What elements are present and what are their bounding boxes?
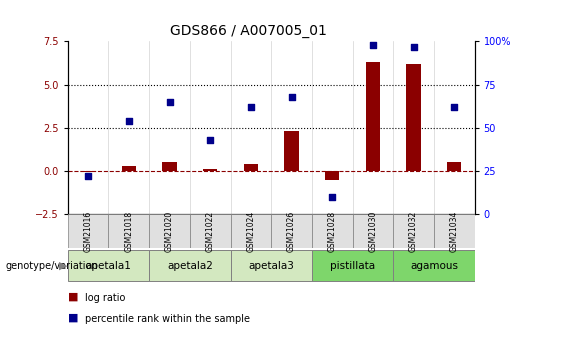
FancyBboxPatch shape xyxy=(231,250,312,281)
FancyBboxPatch shape xyxy=(393,250,475,281)
Text: GSM21018: GSM21018 xyxy=(124,210,133,252)
Point xyxy=(368,42,377,48)
Text: GSM21030: GSM21030 xyxy=(368,210,377,252)
FancyBboxPatch shape xyxy=(190,214,231,248)
FancyBboxPatch shape xyxy=(271,214,312,248)
Text: percentile rank within the sample: percentile rank within the sample xyxy=(85,314,250,324)
Point xyxy=(246,104,255,110)
Point xyxy=(409,44,418,49)
Text: apetala2: apetala2 xyxy=(167,261,213,270)
FancyBboxPatch shape xyxy=(353,214,393,248)
Text: GSM21024: GSM21024 xyxy=(246,210,255,252)
FancyBboxPatch shape xyxy=(393,214,434,248)
Text: apetala1: apetala1 xyxy=(85,261,132,270)
Text: pistillata: pistillata xyxy=(330,261,375,270)
Bar xyxy=(244,164,258,171)
Text: log ratio: log ratio xyxy=(85,294,125,303)
Bar xyxy=(325,171,340,180)
FancyBboxPatch shape xyxy=(68,214,108,248)
FancyBboxPatch shape xyxy=(312,250,393,281)
Bar xyxy=(81,171,95,172)
Point xyxy=(124,118,133,124)
Text: ■: ■ xyxy=(68,313,79,322)
Bar xyxy=(121,167,136,171)
Bar xyxy=(284,131,299,171)
Text: ■: ■ xyxy=(68,292,79,302)
Bar xyxy=(366,62,380,171)
Text: GSM21026: GSM21026 xyxy=(287,210,296,252)
FancyBboxPatch shape xyxy=(149,250,231,281)
FancyBboxPatch shape xyxy=(68,250,149,281)
Point xyxy=(206,137,215,142)
Text: GSM21020: GSM21020 xyxy=(165,210,174,252)
Point xyxy=(165,99,174,105)
FancyBboxPatch shape xyxy=(149,214,190,248)
FancyBboxPatch shape xyxy=(434,214,475,248)
FancyBboxPatch shape xyxy=(312,214,353,248)
Text: genotype/variation: genotype/variation xyxy=(6,261,98,270)
Text: GDS866 / A007005_01: GDS866 / A007005_01 xyxy=(170,24,327,38)
Point xyxy=(450,104,459,110)
Bar xyxy=(406,64,421,171)
Text: agamous: agamous xyxy=(410,261,458,270)
Text: GSM21032: GSM21032 xyxy=(409,210,418,252)
Point xyxy=(328,194,337,199)
FancyBboxPatch shape xyxy=(108,214,149,248)
Text: GSM21034: GSM21034 xyxy=(450,210,459,252)
FancyBboxPatch shape xyxy=(231,214,271,248)
Text: GSM21016: GSM21016 xyxy=(84,210,93,252)
Bar xyxy=(162,162,177,171)
Bar xyxy=(203,169,218,171)
Point xyxy=(84,173,93,179)
Text: GSM21022: GSM21022 xyxy=(206,210,215,252)
Text: GSM21028: GSM21028 xyxy=(328,210,337,252)
Text: apetala3: apetala3 xyxy=(248,261,294,270)
Text: ▶: ▶ xyxy=(59,261,68,270)
Bar xyxy=(447,162,462,171)
Point xyxy=(287,94,296,99)
